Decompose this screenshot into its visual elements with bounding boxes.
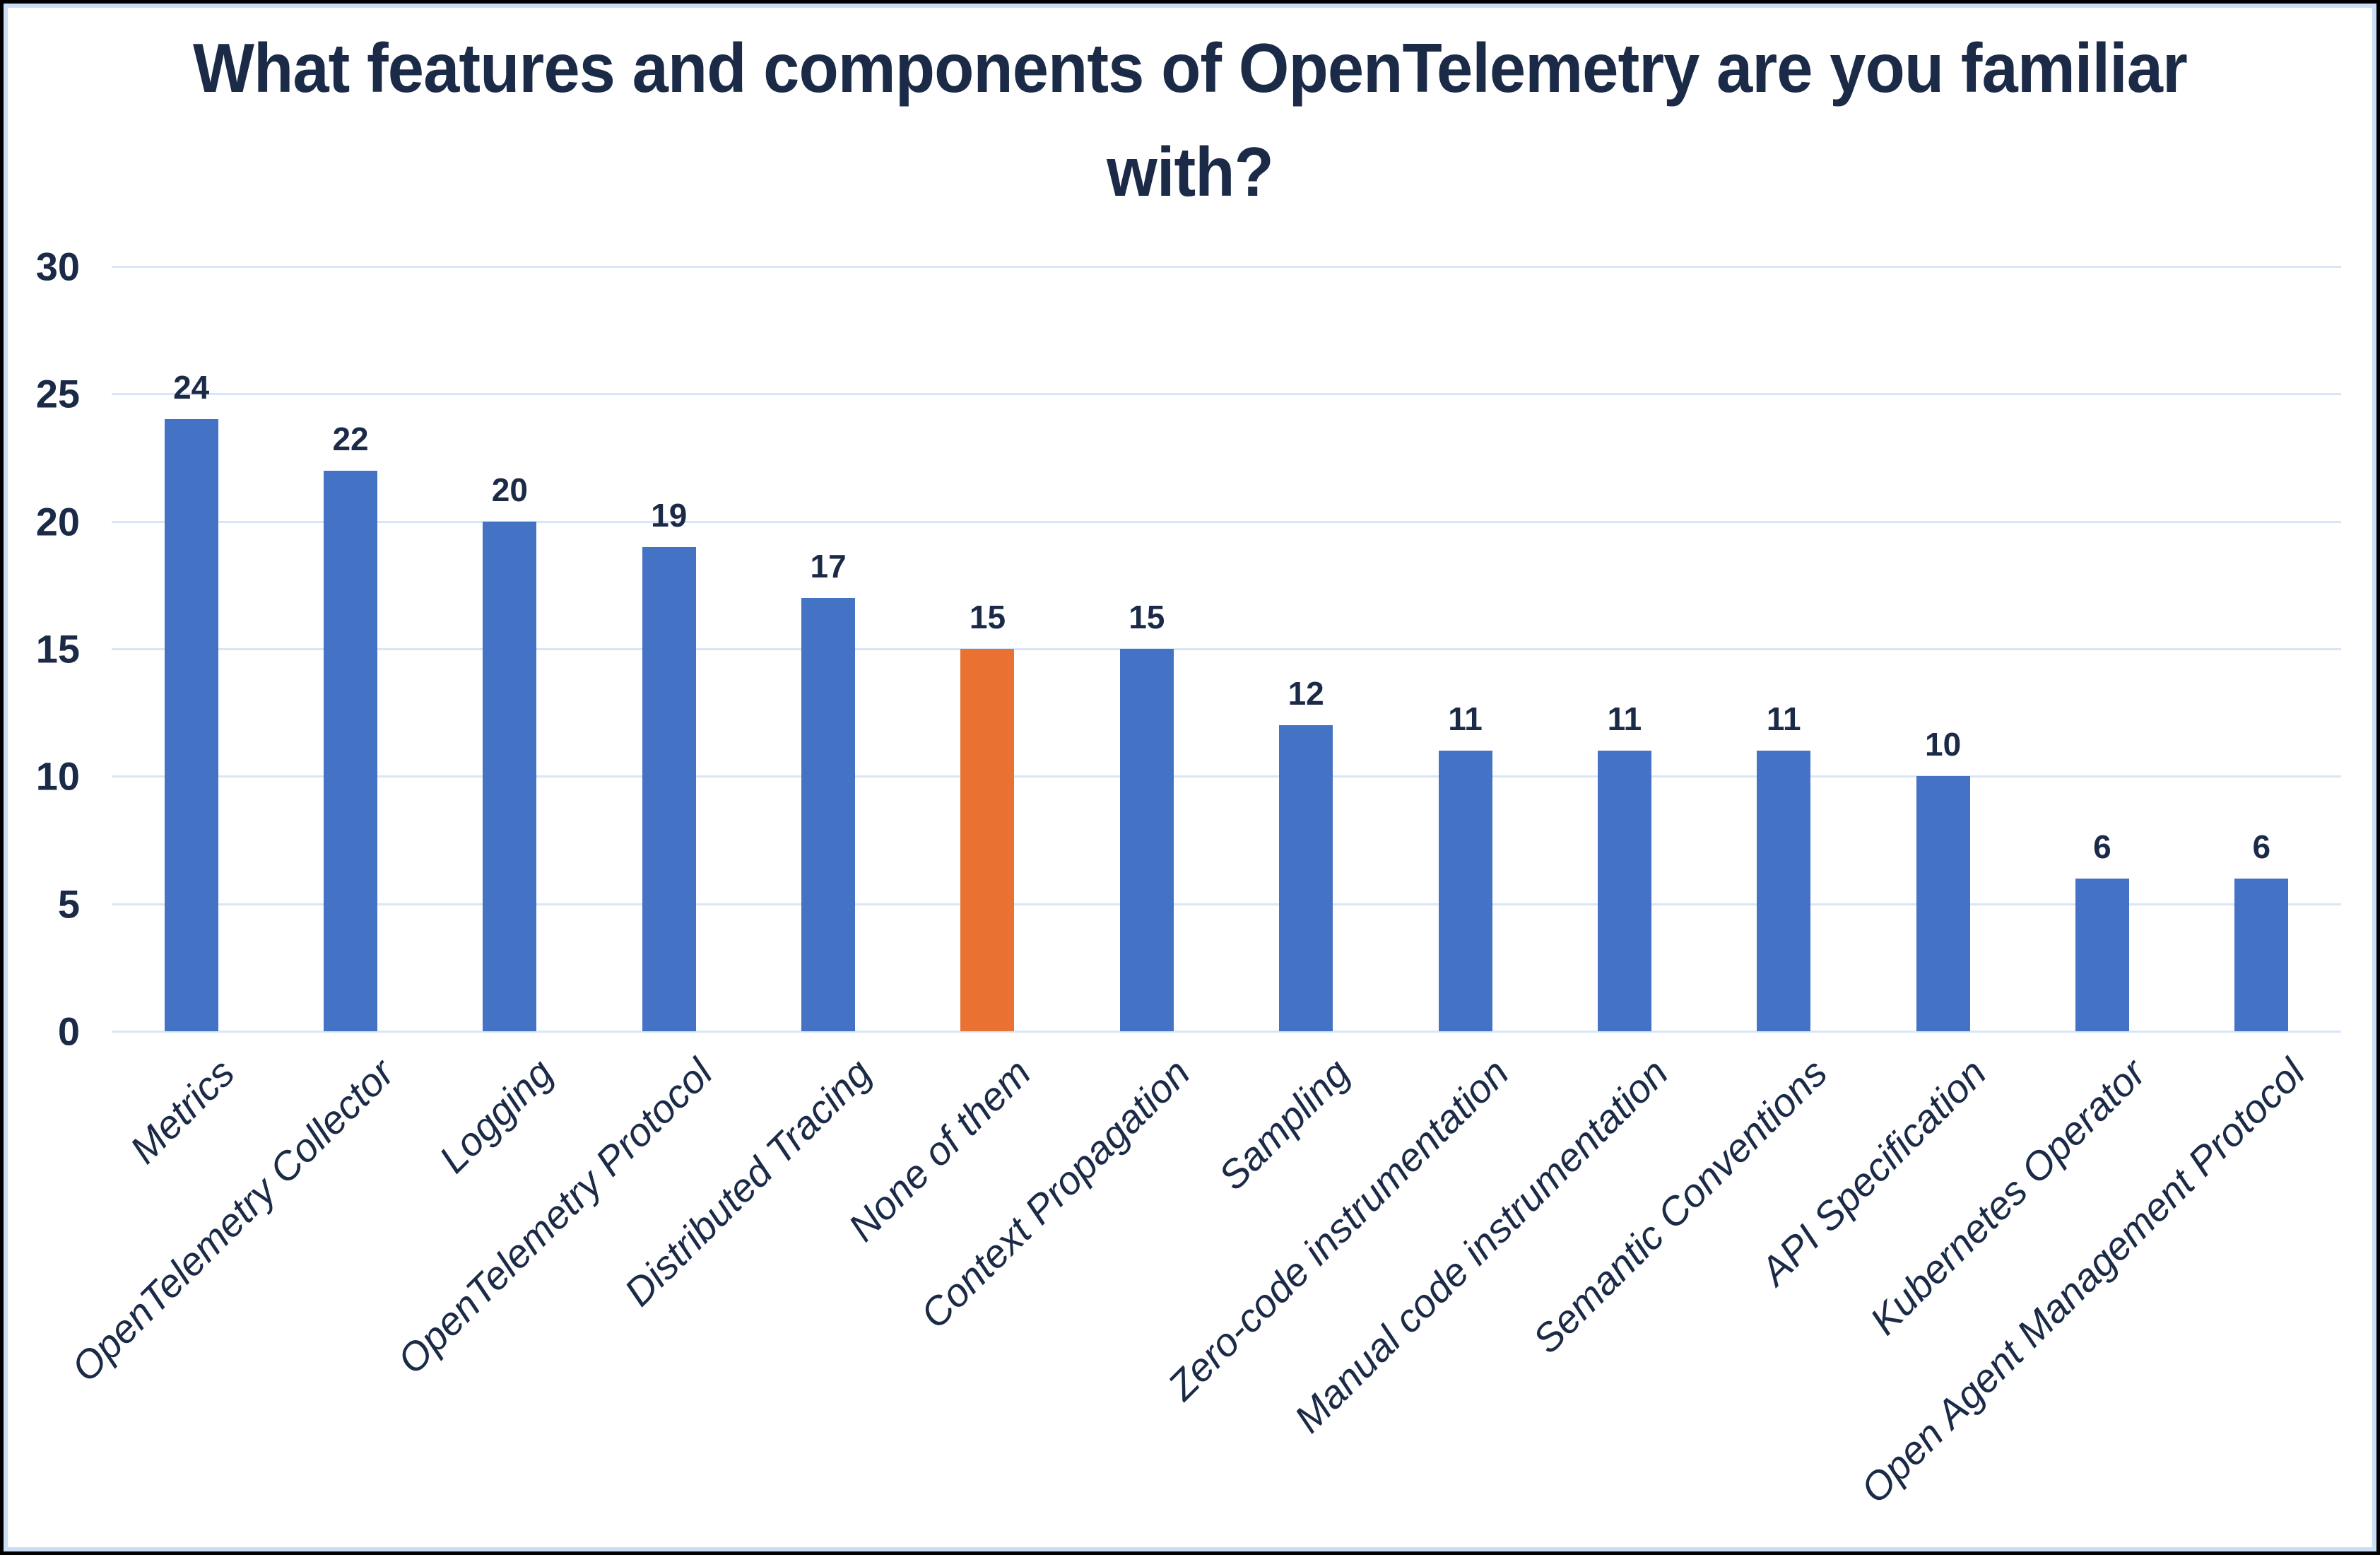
chart-title-wrap: What features and components of OpenTele… <box>8 16 2372 224</box>
bar-sampling <box>1279 725 1333 1031</box>
gridline <box>112 775 2341 778</box>
y-axis-label: 0 <box>57 1009 80 1054</box>
y-axis-label: 5 <box>57 881 80 927</box>
bar-context-propagation <box>1119 649 1174 1031</box>
gridline <box>112 520 2341 523</box>
gridline <box>112 1031 2341 1033</box>
chart-frame-inner: What features and components of OpenTele… <box>4 4 2376 1551</box>
bar-value-label: 6 <box>2093 828 2111 865</box>
x-axis-label: Logging <box>430 1050 562 1182</box>
bar-none-of-them <box>960 649 1015 1031</box>
bar-value-label: 11 <box>1766 700 1801 738</box>
bar-opentelemetry-protocol <box>642 546 696 1031</box>
x-axis: Metrics OpenTelemetry Collector Logging Ope… <box>62 1050 2341 1551</box>
bar-zero-code-instrumentation <box>1438 751 1492 1031</box>
y-axis-label: 30 <box>35 244 80 289</box>
bar-logging <box>483 521 537 1031</box>
bar-value-label: 12 <box>1288 675 1324 712</box>
bar-distributed-tracing <box>801 597 856 1031</box>
bar-value-label: 20 <box>491 471 528 508</box>
x-axis-label: Semantic Conventions <box>1524 1050 1836 1362</box>
bar-value-label: 10 <box>1925 726 1962 763</box>
gridline <box>112 393 2341 396</box>
bar-metrics <box>164 419 218 1031</box>
x-axis-label: Kubernetes Operator <box>1861 1050 2155 1344</box>
bar-value-label: 19 <box>651 496 688 534</box>
bar-semantic-conventions <box>1757 751 1811 1031</box>
bar-value-label: 11 <box>1448 700 1483 738</box>
x-axis-label: Sampling <box>1209 1050 1358 1199</box>
bar-value-label: 15 <box>969 599 1006 635</box>
plot-area: 24 22 20 19 17 15 15 12 11 11 11 10 6 6 <box>112 266 2341 1033</box>
x-axis-label: OpenTelemetry Collector <box>62 1050 403 1390</box>
bar-value-label: 17 <box>810 547 847 585</box>
bar-manual-code-instrumentation <box>1597 751 1651 1031</box>
x-axis-label: Context Propagation <box>912 1050 1199 1337</box>
bar-value-label: 11 <box>1607 700 1642 738</box>
bar-value-label: 22 <box>332 420 369 457</box>
bar-open-agent-management-protocol <box>2234 878 2289 1031</box>
gridline <box>112 266 2341 268</box>
x-axis-label: Metrics <box>121 1050 243 1172</box>
bar-api-specification <box>1916 776 1970 1031</box>
y-axis-label: 20 <box>35 499 80 544</box>
bar-value-label: 24 <box>173 369 210 406</box>
bar-value-label: 6 <box>2252 828 2271 865</box>
bar-kubernetes-operator <box>2075 878 2129 1031</box>
bar-opentelemetry-collector <box>324 470 378 1031</box>
bar-value-label: 15 <box>1129 599 1165 635</box>
gridline <box>112 903 2341 905</box>
y-axis: 30 25 20 15 10 5 0 <box>8 245 80 1054</box>
y-axis-label: 15 <box>35 626 80 671</box>
chart-title: What features and components of OpenTele… <box>193 29 2188 211</box>
y-axis-label: 10 <box>35 753 80 799</box>
y-axis-label: 25 <box>35 371 80 416</box>
x-axis-label: OpenTelemetry Protocol <box>388 1050 721 1383</box>
gridline <box>112 648 2341 650</box>
